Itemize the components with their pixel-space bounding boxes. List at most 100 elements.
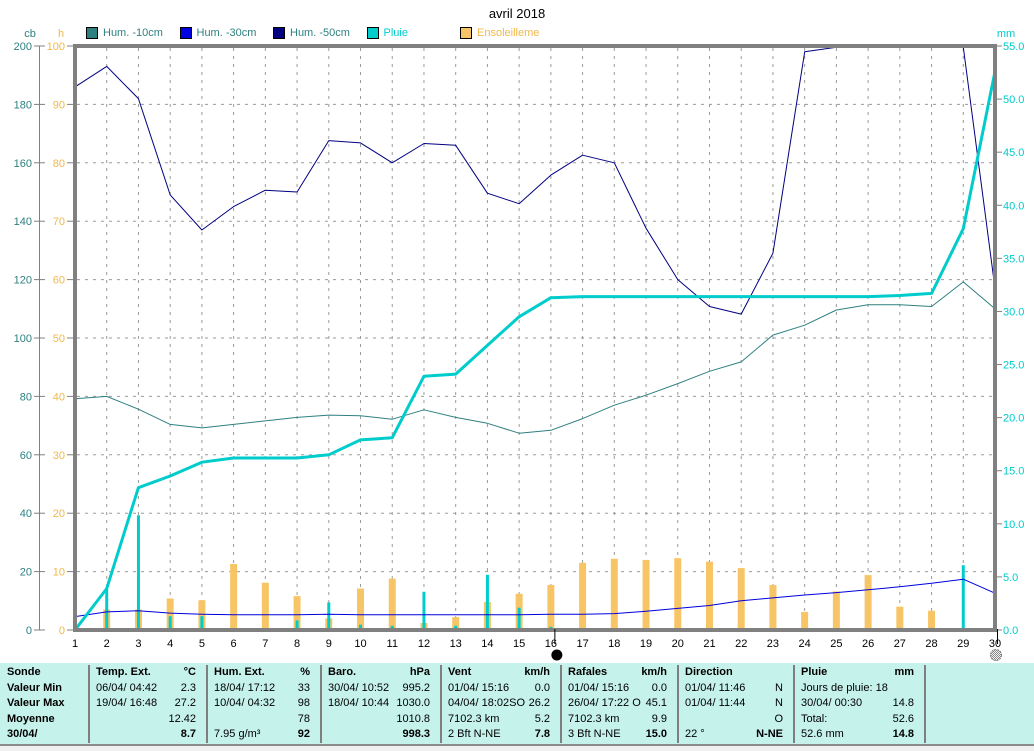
table-column-unit: mm <box>894 666 914 678</box>
x-axis-day-label: 24 <box>799 638 811 650</box>
daily-rain-bar <box>136 515 140 630</box>
x-axis-day-label: 26 <box>862 638 874 650</box>
x-axis-day-label: 9 <box>326 638 332 650</box>
table-row-label: Moyenne <box>7 712 55 725</box>
daily-rain-bar <box>390 625 394 630</box>
h-axis-tick-label: 80 <box>53 158 65 170</box>
table-cell-detail: 18/04/ 17:12 <box>214 681 276 694</box>
table-column-divider <box>440 665 442 743</box>
mm-axis-tick-label: 15.0 <box>1003 466 1024 478</box>
table-cell-value: 8.7 <box>180 728 196 741</box>
table-cell-value: 52.6 <box>892 712 914 725</box>
x-axis-day-label: 20 <box>672 638 684 650</box>
x-axis-day-label: 17 <box>576 638 588 650</box>
cb-axis-tick-label: 180 <box>14 99 32 111</box>
table-column-unit: % <box>300 666 310 678</box>
cb-axis-tick-label: 120 <box>14 275 32 287</box>
cb-axis-tick-label: 100 <box>14 333 32 345</box>
table-bottom-divider <box>0 744 1034 746</box>
table-column-divider <box>677 665 679 743</box>
table-column-header: Rafales <box>568 666 608 678</box>
x-axis-day-label: 25 <box>830 638 842 650</box>
h-axis-tick-label: 90 <box>53 99 65 111</box>
table-cell-detail: 10/04/ 04:32 <box>214 697 276 710</box>
legend-swatch-icon <box>179 27 192 39</box>
h-axis-tick-label: 20 <box>53 508 65 520</box>
table-column-divider <box>793 665 795 743</box>
sunshine-bar <box>261 582 269 630</box>
plot-border <box>73 44 997 632</box>
mm-axis-tick-label: 55.0 <box>1003 41 1024 53</box>
table-cell-value: 2.3 <box>180 681 196 694</box>
table-column-header: Vent <box>448 666 472 678</box>
mm-axis-tick-label: 45.0 <box>1003 147 1024 159</box>
h-axis-tick-label: 0 <box>59 625 65 637</box>
sunshine-bar <box>928 610 936 630</box>
table-cell-value: 14.8 <box>892 697 914 710</box>
table-cell-value: 26.2 <box>528 697 550 710</box>
h-axis-tick-label: 30 <box>53 450 65 462</box>
h-axis-unit-label: h <box>58 28 64 40</box>
table-column-divider <box>88 665 90 743</box>
table-row-label: 30/04/ <box>7 728 38 741</box>
table-cell-value: 14.8 <box>892 728 914 741</box>
table-cell-detail: 18/04/ 10:44 <box>328 697 390 710</box>
x-axis-day-label: 7 <box>262 638 268 650</box>
table-column-header: Temp. Ext. <box>96 666 151 678</box>
x-axis-day-label: 19 <box>640 638 652 650</box>
sunshine-bar <box>547 585 555 630</box>
table-cell-value: 98 <box>297 697 310 710</box>
x-axis-day-label: 22 <box>735 638 747 650</box>
x-axis-day-label: 13 <box>450 638 462 650</box>
table-column-divider <box>560 665 562 743</box>
soil-moisture-line-10cm <box>74 281 996 434</box>
table-cell-value: 7.8 <box>534 728 550 741</box>
mm-axis-tick-label: 0.0 <box>1003 625 1018 637</box>
x-axis-day-label: 29 <box>957 638 969 650</box>
table-column-header: Direction <box>685 666 733 678</box>
legend-swatch-icon <box>460 27 472 39</box>
cb-axis-tick-label: 140 <box>14 216 32 228</box>
table-column-header: Pluie <box>801 666 828 678</box>
table-cell-value: 995.2 <box>402 681 430 694</box>
h-axis-tick-label: 60 <box>53 275 65 287</box>
table-cell-detail: 01/04/ 11:44 <box>685 697 746 710</box>
window-bottom-strip <box>0 746 1034 751</box>
legend-swatch-icon <box>273 27 285 39</box>
mm-axis-tick-label: 35.0 <box>1003 253 1024 265</box>
daily-rain-bar <box>422 591 426 630</box>
mm-axis-unit-label: mm <box>997 28 1015 40</box>
chart-title: avril 2018 <box>488 6 546 21</box>
x-axis-day-label: 5 <box>199 638 205 650</box>
sunshine-bar <box>293 596 301 630</box>
h-axis-tick-label: 10 <box>53 567 65 579</box>
table-row-label: Valeur Max <box>7 697 65 710</box>
daily-rain-bar <box>105 588 109 630</box>
x-axis-day-label: 10 <box>354 638 366 650</box>
weather-chart: cb h mm02040608010012014016018020001020304… <box>14 28 1024 661</box>
sunshine-bar <box>610 558 618 630</box>
table-cell-value: 15.0 <box>645 728 667 741</box>
cb-axis-tick-label: 200 <box>14 41 32 53</box>
table-cell-value: 92 <box>297 728 310 741</box>
cb-axis-tick-label: 160 <box>14 158 32 170</box>
sunshine-bar <box>198 600 206 630</box>
mm-axis-tick-label: 30.0 <box>1003 306 1024 318</box>
daily-rain-bar <box>485 574 489 630</box>
table-cell-detail: 52.6 mm <box>801 728 844 741</box>
cb-axis-tick-label: 40 <box>20 508 32 520</box>
mm-axis-tick-label: 20.0 <box>1003 413 1024 425</box>
soil-moisture-line-50cm <box>74 46 996 315</box>
table-column-unit: km/h <box>641 666 667 678</box>
table-cell-value: 78 <box>297 712 310 725</box>
table-cell-value: 998.3 <box>402 728 430 741</box>
legend-label: Hum. -10cm <box>103 27 163 39</box>
table-cell-value: 12.42 <box>168 712 196 725</box>
table-column-unit: hPa <box>409 666 430 678</box>
table-cell-detail: 26/04/ 17:22 O <box>568 697 641 710</box>
sunshine-bar <box>579 562 587 630</box>
table-row-label: Sonde <box>7 666 41 678</box>
mm-axis-tick-label: 50.0 <box>1003 94 1024 106</box>
cb-axis-tick-label: 20 <box>20 567 32 579</box>
legend-item-hum-30cm: Hum. -30cm <box>179 27 256 39</box>
